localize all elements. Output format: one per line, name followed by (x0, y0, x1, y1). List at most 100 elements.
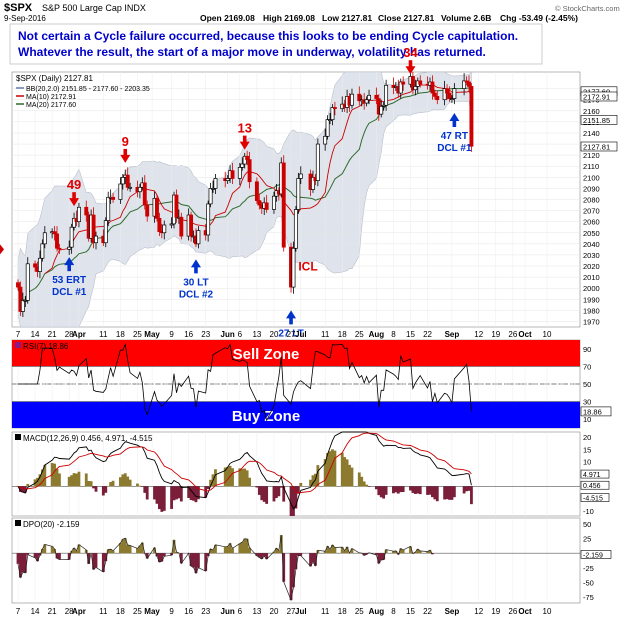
macd-tick-label: 20 (583, 433, 591, 442)
dpo-area-bar (409, 546, 412, 554)
macd-histogram-bar (53, 463, 56, 487)
macd-histogram-bar (67, 476, 71, 487)
macd-histogram-bar (43, 464, 47, 487)
dpo-area-bar (172, 539, 176, 554)
dpo-tick-label: -50 (583, 578, 594, 587)
price-tick-label: 2160 (583, 107, 600, 116)
macd-histogram-bar (75, 473, 78, 487)
macd-histogram-bar (277, 486, 281, 497)
macd-histogram-bar (58, 473, 61, 487)
x-tick-label-bottom: 6 (238, 607, 243, 616)
macd-histogram-bar (348, 464, 351, 487)
candle-body (211, 188, 215, 190)
dpo-area-bar (262, 553, 266, 557)
x-tick-label: May (144, 330, 160, 339)
dpo-area-bar (43, 544, 47, 554)
price-tick-label: 2090 (583, 184, 600, 193)
symbol-label: $SPX (4, 2, 33, 14)
dpo-area-bar (394, 550, 398, 554)
close-value: Close 2127.81 (378, 13, 435, 23)
dpo-area-bar (311, 553, 315, 563)
cycle-top-arrow (120, 154, 131, 163)
macd-histogram-bar (428, 486, 432, 495)
x-tick-label: 10 (543, 330, 552, 339)
price-tick-label: 1990 (583, 295, 600, 304)
price-tick-label: 2120 (583, 151, 600, 160)
dpo-area-bar (140, 542, 144, 554)
dcl-arrow (449, 113, 460, 122)
x-tick-label-bottom: Aug (369, 607, 385, 616)
dpo-area-bar (175, 552, 178, 554)
dpo-area-bar (40, 548, 44, 554)
candle-body (298, 173, 303, 179)
candle-body (398, 81, 403, 94)
candle-body (157, 217, 162, 233)
price-axis-tag-label: 2127.81 (583, 142, 610, 151)
candle-body (323, 135, 328, 145)
dpo-area-bar (189, 553, 193, 567)
macd-histogram-bar (111, 480, 115, 487)
x-tick-label-bottom: 13 (252, 607, 261, 616)
candle-body (257, 200, 262, 206)
dpo-area-bar (87, 553, 91, 564)
candle-body (435, 96, 440, 101)
dcl-label-line: 53 ERT (52, 275, 86, 286)
x-tick-label: 27 (287, 330, 296, 339)
x-tick-label: 23 (201, 330, 210, 339)
dpo-area-bar (294, 553, 298, 570)
candle-body (237, 166, 242, 179)
macd-histogram-bar (196, 486, 200, 500)
candle-body (418, 80, 423, 85)
candle-body (254, 181, 259, 201)
macd-histogram-bar (194, 486, 198, 503)
candle-body (208, 188, 213, 205)
candle-body (206, 203, 211, 236)
candle-body (179, 216, 184, 237)
dpo-area-bar (328, 549, 332, 554)
macd-histogram-bar (379, 486, 383, 498)
macd-histogram-bar (179, 486, 183, 502)
x-tick-label: 13 (252, 330, 261, 339)
macd-histogram-bar (123, 473, 127, 487)
sell-zone-label: Sell Zone (233, 346, 300, 363)
x-tick-label: 8 (391, 330, 396, 339)
rsi-legend-swatch (15, 342, 21, 348)
dcl-label-line: 27 LT (278, 328, 303, 339)
dpo-area-bar (257, 553, 261, 558)
candle-body (447, 92, 452, 99)
dpo-area-bar (343, 550, 347, 554)
dpo-area-bar (121, 539, 125, 554)
dpo-area-bar (53, 549, 56, 554)
x-tick-label: 11 (99, 330, 108, 339)
sell-zone (12, 340, 580, 367)
candle-body (462, 80, 467, 89)
candle-body (350, 93, 354, 106)
price-axis-tag (580, 141, 618, 152)
macd-histogram-bar (172, 486, 176, 501)
candle-body (449, 98, 454, 100)
candle-body (325, 119, 330, 137)
dpo-area-bar (23, 553, 27, 573)
macd-histogram-bar (157, 486, 161, 510)
candle-body (142, 182, 147, 206)
dpo-area-bar (299, 553, 303, 556)
x-tick-label-bottom: 27 (287, 607, 296, 616)
macd-axis-tag (580, 469, 610, 479)
x-tick-label: 7 (16, 330, 21, 339)
macd-signal-line (17, 432, 472, 494)
dcl-arrow (286, 310, 297, 319)
macd-histogram-bar (465, 486, 468, 492)
macd-axis-tag (580, 480, 610, 490)
dpo-area-bar (50, 546, 54, 554)
macd-histogram-bar (411, 486, 415, 493)
macd-axis-tag-label: 0.456 (583, 483, 601, 490)
dpo-area-bar (382, 553, 386, 560)
x-tick-label: 11 (321, 330, 330, 339)
macd-histogram-bar (153, 486, 156, 500)
dpo-tick-label: -75 (583, 593, 594, 602)
dpo-area-bar (192, 553, 195, 568)
dpo-area-bar (326, 546, 329, 554)
price-tick-label: 2050 (583, 229, 600, 238)
dpo-area-bar (214, 544, 217, 554)
macd-histogram-bar (350, 467, 354, 487)
